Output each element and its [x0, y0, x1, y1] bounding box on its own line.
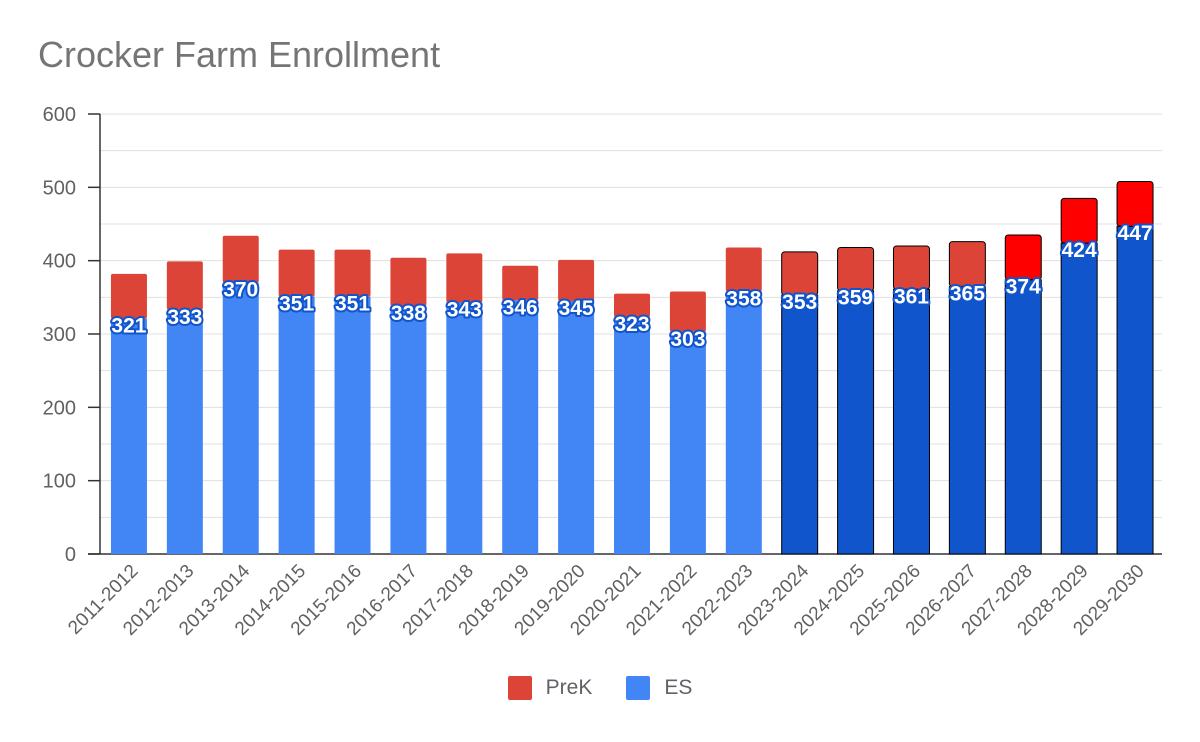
bar-es — [1060, 242, 1098, 555]
data-label-es: 333 — [167, 306, 202, 329]
data-label-es: 370 — [223, 279, 258, 302]
data-labels: 321 333 370 351 351 338 343 346 345 323 303 358 353 3… — [109, 220, 1154, 353]
bar-prek — [614, 293, 650, 318]
legend-item-prek[interactable]: PreK — [507, 676, 593, 700]
legend-swatch-prek — [507, 676, 532, 700]
bars — [110, 180, 1154, 555]
data-label-es: 365 — [950, 282, 985, 305]
data-label-es: 303 — [670, 328, 705, 351]
data-label-es: 358 — [726, 287, 761, 310]
bar-prek — [446, 253, 483, 303]
bar-prek — [278, 249, 315, 297]
bar-prek — [669, 291, 706, 332]
data-label-es: 323 — [614, 313, 649, 336]
data-label-es: 343 — [447, 298, 482, 321]
data-label-es: 338 — [391, 302, 426, 325]
bar-es — [110, 318, 147, 554]
bar-es — [669, 331, 706, 554]
y-tick-label: 100 — [43, 471, 76, 493]
bar-prek — [1116, 180, 1154, 227]
bar-prek — [390, 257, 427, 307]
legend-label-es: ES — [664, 676, 693, 699]
bar-prek — [892, 245, 930, 290]
bar-es — [334, 296, 371, 554]
y-tick-label: 200 — [43, 397, 76, 419]
chart-title: Crocker Farm Enrollment — [38, 34, 441, 75]
bar-es — [1116, 225, 1154, 555]
y-tick-label: 300 — [43, 324, 76, 346]
data-label-es: 345 — [559, 297, 594, 320]
legend-swatch-es — [626, 676, 651, 700]
bar-es — [222, 282, 259, 554]
data-label-es: 321 — [111, 315, 146, 338]
bar-es — [278, 296, 315, 554]
y-tick-label: 0 — [65, 544, 76, 566]
bar-es — [502, 300, 539, 554]
data-label-es: 424 — [1062, 239, 1097, 262]
bar-es — [446, 302, 483, 554]
bar-prek — [222, 235, 259, 283]
data-label-es: 351 — [335, 293, 370, 316]
y-tick-label: 600 — [43, 104, 76, 126]
bar-es — [837, 290, 875, 555]
y-tick-label: 400 — [43, 251, 76, 273]
bar-prek — [558, 259, 595, 301]
data-label-es: 447 — [1118, 222, 1153, 245]
bar-prek — [837, 246, 875, 292]
bar-prek — [948, 241, 986, 287]
bar-es — [892, 288, 930, 555]
y-tick-label: 500 — [43, 177, 76, 199]
bar-es — [558, 301, 595, 554]
legend: PreK ES — [0, 676, 1200, 700]
legend-label-prek: PreK — [545, 676, 593, 699]
bar-es — [1004, 279, 1042, 555]
bar-prek — [725, 247, 762, 292]
data-label-es: 353 — [782, 291, 817, 314]
bar-prek — [166, 261, 203, 310]
data-label-es: 346 — [503, 296, 538, 319]
bar-prek — [1004, 234, 1042, 281]
data-label-es: 359 — [838, 287, 873, 310]
bar-es — [390, 306, 427, 554]
bar-es — [166, 309, 203, 554]
bar-prek — [781, 251, 819, 296]
bar-prek — [334, 249, 371, 297]
bar-es — [948, 285, 986, 555]
data-label-es: 374 — [1006, 276, 1041, 299]
category-labels: 2011-20122012-20132013-20142014-20152015… — [64, 560, 1148, 639]
legend-item-es[interactable]: ES — [626, 676, 692, 700]
data-label-es: 351 — [279, 293, 314, 316]
data-label-es: 361 — [894, 285, 929, 308]
bar-prek — [502, 265, 539, 301]
axes: 0 100 200 300 400 500 600 — [43, 104, 1162, 566]
bar-es — [614, 317, 650, 554]
bar-prek — [1060, 197, 1098, 244]
bar-prek — [110, 273, 147, 319]
bar-es — [781, 294, 819, 555]
bar-es — [725, 291, 762, 554]
